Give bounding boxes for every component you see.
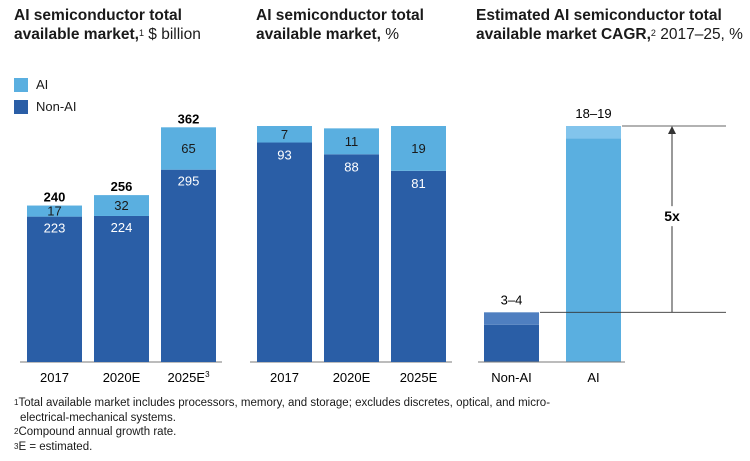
- chart1-label-ai-2025E: 65: [181, 141, 195, 156]
- chart2-label-non-ai-2020E: 88: [344, 159, 358, 174]
- chart3-bar-Non-AI: [484, 324, 539, 362]
- chart2-title-main: AI semiconductor total available market,: [256, 7, 424, 43]
- chart1-title: AI semiconductor total available market,…: [14, 6, 244, 44]
- chart3-value-label-Non-AI: 3–4: [501, 292, 523, 307]
- chart1-total-2020E: 256: [111, 179, 133, 194]
- chart3-value-label-AI: 18–19: [575, 106, 611, 121]
- chart1-label-ai-2020E: 32: [114, 198, 128, 213]
- chart1-total-2025E: 362: [178, 111, 200, 126]
- chart2-bar-ai-2025E: [391, 126, 446, 171]
- chart1-title-footnote-marker: 1: [138, 28, 144, 38]
- legend-ai: AI: [14, 77, 48, 92]
- footnote-2-marker: 2: [14, 427, 19, 436]
- chart2-label-non-ai-2017: 93: [277, 148, 291, 163]
- chart3-tick-AI: AI: [587, 370, 599, 385]
- chart3-bar-range-cap-Non-AI: [484, 312, 539, 325]
- chart1-label-ai-2017: 17: [47, 204, 61, 219]
- chart2-bar-non-ai-2020E: [324, 154, 379, 362]
- legend-non-ai-swatch: [14, 99, 28, 114]
- chart1-tick-2017: 2017: [40, 370, 69, 385]
- chart2-label-ai-2017: 7: [281, 127, 288, 142]
- chart1-bar-ai-2025E: [161, 127, 216, 170]
- chart1-bar-non-ai-2020E: [94, 215, 149, 362]
- chart3-tick-Non-AI: Non-AI: [491, 370, 531, 385]
- chart1-label-non-ai-2017: 223: [44, 221, 66, 236]
- chart2-bar-non-ai-2017: [257, 142, 312, 362]
- chart1-bar-non-ai-2017: [27, 216, 82, 362]
- chart1-tick-2020E: 2020E: [103, 370, 141, 385]
- chart1-bar-non-ai-2025E: [161, 169, 216, 362]
- chart3-title-main: Estimated AI semiconductor total availab…: [476, 7, 722, 43]
- footnote-1-marker: 1: [14, 398, 19, 407]
- legend-non-ai-label: Non-AI: [36, 99, 77, 114]
- chart2-label-ai-2020E: 11: [345, 134, 359, 149]
- footnote-2: 2Compound annual growth rate.: [14, 425, 550, 440]
- chart2-tick-2025E: 2025E: [400, 370, 438, 385]
- chart1-total-2017: 240: [44, 190, 66, 205]
- chart2-label-ai-2025E: 19: [411, 141, 425, 156]
- chart3-annotation-label: 5x: [664, 208, 680, 224]
- chart1-bar-ai-2020E: [94, 195, 149, 216]
- footnote-1: 1Total available market includes process…: [14, 396, 550, 411]
- chart2-title-unit: %: [385, 26, 400, 43]
- chart1-tick-2025E: 2025E3: [167, 370, 210, 385]
- chart2-bar-ai-2020E: [324, 128, 379, 155]
- legend-ai-label: AI: [36, 77, 49, 92]
- chart3-annotation-arrowhead: [668, 126, 676, 134]
- footnote-3-marker: 3: [14, 441, 19, 451]
- footnotes: 1Total available market includes process…: [14, 396, 550, 454]
- chart2-tick-2020E: 2020E: [333, 370, 371, 385]
- chart1-title-unit: $ billion: [148, 26, 201, 43]
- footnote-3: 3E = estimated.: [14, 440, 550, 455]
- footnote-1-line2: electrical-mechanical systems.: [20, 411, 176, 424]
- footnote-1-line1: Total available market includes processo…: [18, 397, 551, 409]
- chart1-label-non-ai-2025E: 295: [178, 174, 200, 189]
- chart3-annotation-label-bg: [658, 206, 686, 227]
- chart1-bar-ai-2017: [27, 205, 82, 217]
- footnote-3-text: E = estimated.: [18, 440, 93, 453]
- chart3-bar-AI: [566, 138, 621, 362]
- legend-ai-swatch: [14, 77, 28, 92]
- chart1-title-main: AI semiconductor total available market,: [14, 7, 182, 43]
- legend-non-ai: Non-AI: [14, 99, 76, 114]
- chart3-bar-range-cap-AI: [566, 126, 621, 139]
- footnote-2-text: Compound annual growth rate.: [18, 426, 177, 438]
- chart2-bar-ai-2017: [257, 126, 312, 143]
- chart2-tick-2017: 2017: [270, 370, 299, 385]
- chart3-title: Estimated AI semiconductor total availab…: [476, 6, 746, 44]
- chart1-label-non-ai-2020E: 224: [111, 220, 133, 235]
- chart3-title-footnote-marker: 2: [650, 28, 656, 38]
- chart3-title-unit: 2017–25, %: [660, 26, 743, 43]
- chart2-label-non-ai-2025E: 81: [411, 176, 425, 191]
- chart2-title: AI semiconductor total available market,…: [256, 6, 466, 44]
- charts-canvas: 17 223 240 2017 32 224 256 2020E 65 295 362 2025E3 7…: [20, 106, 726, 385]
- chart2-bar-non-ai-2025E: [391, 170, 446, 362]
